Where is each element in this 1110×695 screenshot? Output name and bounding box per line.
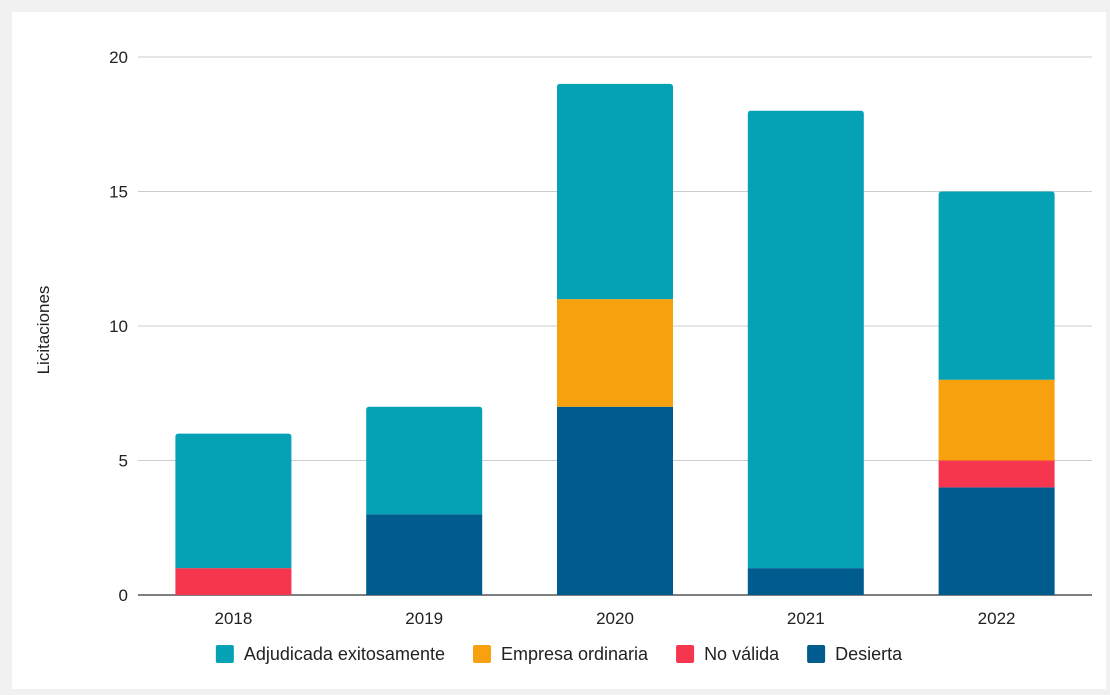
y-axis-title: Licitaciones (34, 286, 53, 375)
bar-segment (366, 406, 483, 515)
bar-segment (175, 568, 292, 595)
legend-swatch (676, 645, 695, 663)
bar-segment (938, 379, 1055, 461)
stacked-bar-chart: 0 5 10 15 20 2018 2019 2020 2021 2022 Licitacion… (34, 48, 1092, 664)
legend-label: Adjudicada exitosamente (244, 644, 445, 664)
bar-segment (938, 191, 1055, 380)
bar-segment (747, 110, 864, 569)
bar-segment (366, 514, 483, 595)
legend-label: Desierta (835, 644, 903, 664)
bar-segment (557, 299, 673, 407)
legend-swatch (807, 645, 826, 663)
y-axis-ticks: 0 5 10 15 20 (109, 48, 128, 605)
bar-segment (938, 460, 1055, 488)
y-tick-label: 5 (119, 452, 128, 471)
y-tick-label: 0 (119, 586, 128, 605)
legend: Adjudicada exitosamente Empresa ordinaria… (215, 644, 903, 664)
legend-label: No válida (704, 644, 780, 664)
x-tick-label: 2019 (405, 609, 443, 628)
y-tick-label: 10 (109, 317, 128, 336)
bar-segment (557, 83, 673, 300)
chart-card: 0 5 10 15 20 2018 2019 2020 2021 2022 Licitacion… (12, 12, 1106, 689)
x-tick-label: 2018 (214, 609, 252, 628)
legend-swatch (215, 645, 234, 663)
x-axis-ticks: 2018 2019 2020 2021 2022 (214, 609, 1015, 628)
x-tick-label: 2021 (787, 609, 825, 628)
legend-label: Empresa ordinaria (501, 644, 649, 664)
x-tick-label: 2020 (596, 609, 634, 628)
bar-stacks (175, 83, 1055, 595)
x-tick-label: 2022 (978, 609, 1016, 628)
bar-segment (175, 433, 292, 569)
bar-segment (938, 487, 1055, 595)
y-tick-label: 15 (109, 183, 128, 202)
bar-segment (747, 568, 864, 595)
y-tick-label: 20 (109, 48, 128, 67)
legend-swatch (472, 645, 491, 663)
bar-segment (557, 406, 673, 595)
